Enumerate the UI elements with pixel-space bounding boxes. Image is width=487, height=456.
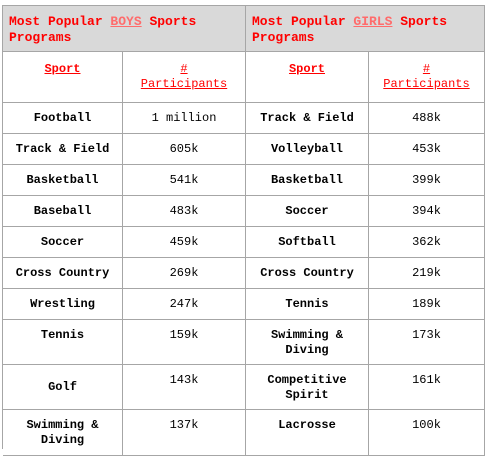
boys-count-cell: 143k	[123, 365, 246, 410]
boys-count-cell: 269k	[123, 258, 246, 289]
boys-sport-cell: Baseball	[3, 196, 123, 227]
boys-sport-cell: Cross Country	[3, 258, 123, 289]
girls-count-cell: 100k	[369, 410, 485, 456]
girls-sport-cell: Softball	[246, 227, 369, 258]
girls-count-cell: 362k	[369, 227, 485, 258]
girls-count-cell: 453k	[369, 134, 485, 165]
girls-sport-header: Sport	[246, 52, 369, 103]
boys-sport-cell: Track & Field	[3, 134, 123, 165]
girls-sport-cell: Basketball	[246, 165, 369, 196]
girls-sport-cell: Soccer	[246, 196, 369, 227]
girls-sport-cell: Competitive Spirit	[246, 365, 369, 410]
boys-count-cell: 459k	[123, 227, 246, 258]
girls-sport-cell: Track & Field	[246, 103, 369, 134]
girls-count-cell: 399k	[369, 165, 485, 196]
boys-sport-cell: Basketball	[3, 165, 123, 196]
girls-count-cell: 219k	[369, 258, 485, 289]
girls-count-cell: 161k	[369, 365, 485, 410]
boys-count-cell: 541k	[123, 165, 246, 196]
girls-title-em: GIRLS	[353, 14, 393, 29]
boys-count-cell: 1 million	[123, 103, 246, 134]
girls-sport-cell: Volleyball	[246, 134, 369, 165]
boys-count-cell: 137k	[123, 410, 246, 456]
girls-title-pre: Most Popular	[252, 14, 354, 29]
girls-count-cell: 488k	[369, 103, 485, 134]
boys-participants-label: Participants	[140, 77, 228, 91]
girls-title-post: Sports Programs	[252, 14, 448, 45]
boys-sport-cell: Football	[3, 103, 123, 134]
boys-title: Most Popular BOYS Sports Programs	[3, 6, 246, 52]
boys-title-pre: Most Popular	[9, 14, 111, 29]
girls-sport-cell: Swimming & Diving	[246, 320, 369, 365]
girls-count-cell: 173k	[369, 320, 485, 365]
girls-count-cell: 189k	[369, 289, 485, 320]
boys-sport-cell: Soccer	[3, 227, 123, 258]
girls-participants-label: Participants	[383, 77, 470, 91]
boys-participants-symbol: #	[180, 62, 188, 76]
boys-participants-header: # Participants	[123, 52, 246, 103]
sports-table: Most Popular BOYS Sports Programs Most P…	[2, 5, 485, 456]
boys-sport-cell: Golf	[3, 365, 123, 410]
girls-sport-cell: Cross Country	[246, 258, 369, 289]
girls-title: Most Popular GIRLS Sports Programs	[246, 6, 485, 52]
boys-title-post: Sports Programs	[9, 14, 197, 45]
boys-sport-cell: Wrestling	[3, 289, 123, 320]
boys-count-cell: 159k	[123, 320, 246, 365]
girls-sport-cell: Tennis	[246, 289, 369, 320]
boys-sport-cell: Swimming & Diving	[3, 410, 123, 456]
girls-participants-header: # Participants	[369, 52, 485, 103]
boys-sport-header: Sport	[3, 52, 123, 103]
boys-count-cell: 605k	[123, 134, 246, 165]
girls-count-cell: 394k	[369, 196, 485, 227]
girls-sport-cell: Lacrosse	[246, 410, 369, 456]
boys-count-cell: 483k	[123, 196, 246, 227]
boys-title-em: BOYS	[110, 14, 142, 29]
boys-sport-cell: Tennis	[3, 320, 123, 365]
boys-count-cell: 247k	[123, 289, 246, 320]
girls-participants-symbol: #	[422, 62, 431, 76]
